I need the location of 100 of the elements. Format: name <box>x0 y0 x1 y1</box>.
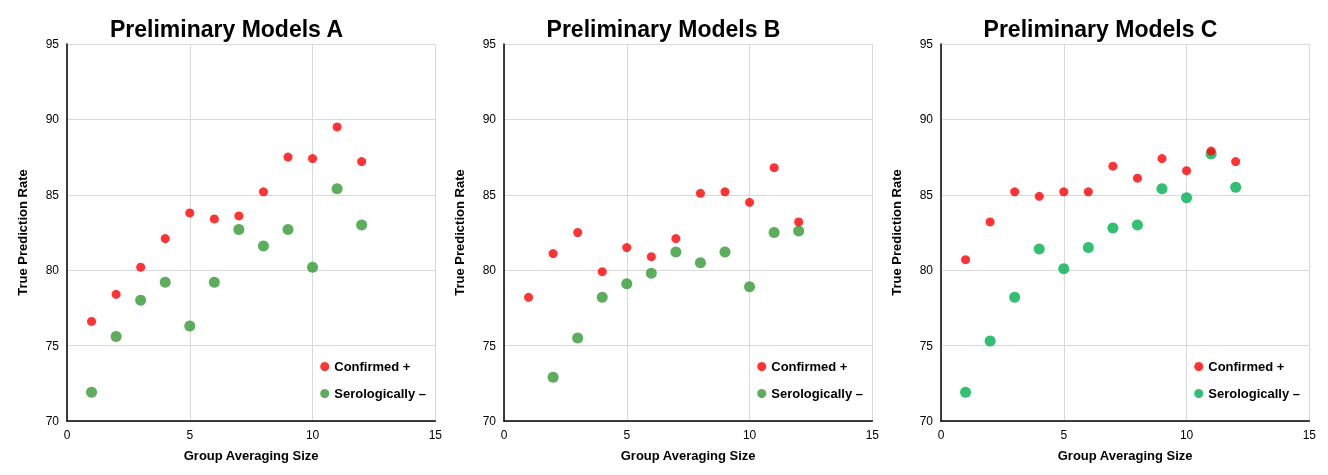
point <box>1083 187 1093 197</box>
point <box>111 289 121 299</box>
legend-label: Confirmed + <box>1208 359 1285 374</box>
point <box>744 281 756 293</box>
point <box>185 208 195 218</box>
point <box>1156 183 1168 195</box>
x-axis-title: Group Averaging Size <box>1057 448 1193 463</box>
point <box>258 187 268 197</box>
point <box>694 257 706 269</box>
legend-label: Serologically – <box>334 386 426 401</box>
point <box>331 183 343 195</box>
point <box>1131 219 1143 231</box>
point <box>208 276 220 288</box>
y-tick-label: 95 <box>45 37 60 51</box>
y-tick-label: 90 <box>45 112 60 127</box>
point <box>524 292 534 302</box>
legend-label: Serologically – <box>1208 386 1300 401</box>
point <box>136 262 146 272</box>
point <box>159 276 171 288</box>
point <box>768 227 780 238</box>
point <box>745 197 755 207</box>
y-axis-title: True Prediction Rate <box>889 169 904 296</box>
point <box>622 243 632 253</box>
y-tick-label: 85 <box>919 187 934 202</box>
point <box>357 157 367 167</box>
point <box>1033 243 1045 255</box>
legend-label: Serologically – <box>771 386 863 401</box>
y-tick-label: 80 <box>45 263 60 278</box>
x-tick-label: 0 <box>937 428 945 442</box>
point <box>282 223 294 235</box>
y-tick-label: 70 <box>45 414 60 428</box>
point <box>307 261 319 273</box>
chart-title: Preliminary Models A <box>109 15 344 42</box>
point <box>1132 173 1142 183</box>
point <box>86 386 98 398</box>
y-tick-label: 75 <box>482 338 497 353</box>
point <box>160 234 170 244</box>
y-tick-label: 90 <box>482 112 497 127</box>
point <box>1009 291 1021 303</box>
point <box>548 249 558 259</box>
point <box>646 252 656 262</box>
point <box>1206 146 1216 156</box>
x-tick-label: 5 <box>623 428 631 442</box>
point <box>332 122 342 132</box>
x-tick-label: 15 <box>428 428 443 442</box>
y-tick-label: 75 <box>919 338 934 353</box>
point <box>671 234 681 244</box>
y-tick-label: 75 <box>45 338 60 353</box>
y-tick-label: 70 <box>482 414 497 428</box>
point <box>670 246 682 258</box>
y-axis-title: True Prediction Rate <box>452 169 467 296</box>
point <box>1034 191 1044 201</box>
point <box>596 291 608 303</box>
y-axis-title: True Prediction Rate <box>15 169 30 296</box>
chart-title: Preliminary Models B <box>546 15 781 42</box>
point <box>1059 187 1069 197</box>
x-tick-label: 0 <box>500 428 508 442</box>
point <box>234 211 244 221</box>
point <box>1231 157 1241 167</box>
point <box>1230 181 1242 193</box>
point <box>572 332 584 344</box>
point <box>1182 166 1192 176</box>
y-tick-label: 85 <box>482 187 497 202</box>
point <box>793 225 805 237</box>
point <box>1181 192 1193 204</box>
point <box>1108 161 1118 171</box>
point <box>1157 154 1167 164</box>
y-tick-label: 95 <box>482 37 497 51</box>
point <box>257 240 269 252</box>
x-tick-label: 15 <box>865 428 880 442</box>
point <box>356 219 368 231</box>
x-tick-label: 5 <box>1060 428 1068 442</box>
point <box>960 386 972 398</box>
x-axis-title: Group Averaging Size <box>620 448 756 463</box>
point <box>308 154 318 164</box>
x-tick-label: 15 <box>1302 428 1317 442</box>
point <box>621 278 633 290</box>
point <box>283 152 293 162</box>
point <box>209 214 219 224</box>
point <box>135 294 147 306</box>
point <box>719 246 731 258</box>
point <box>1107 222 1119 234</box>
point <box>645 267 657 279</box>
point <box>794 217 804 227</box>
y-tick-label: 80 <box>482 263 497 278</box>
point <box>597 267 607 277</box>
point <box>984 335 996 347</box>
chart-title: Preliminary Models C <box>983 15 1218 42</box>
point <box>720 187 730 197</box>
point <box>547 371 559 383</box>
point <box>961 255 971 265</box>
x-tick-label: 0 <box>63 428 71 442</box>
y-tick-label: 85 <box>45 187 60 202</box>
point <box>1082 242 1094 254</box>
point <box>985 217 995 227</box>
x-tick-label: 10 <box>305 428 320 442</box>
x-tick-label: 10 <box>742 428 757 442</box>
x-tick-label: 10 <box>1179 428 1194 442</box>
point <box>573 228 583 237</box>
y-tick-label: 90 <box>919 112 934 127</box>
